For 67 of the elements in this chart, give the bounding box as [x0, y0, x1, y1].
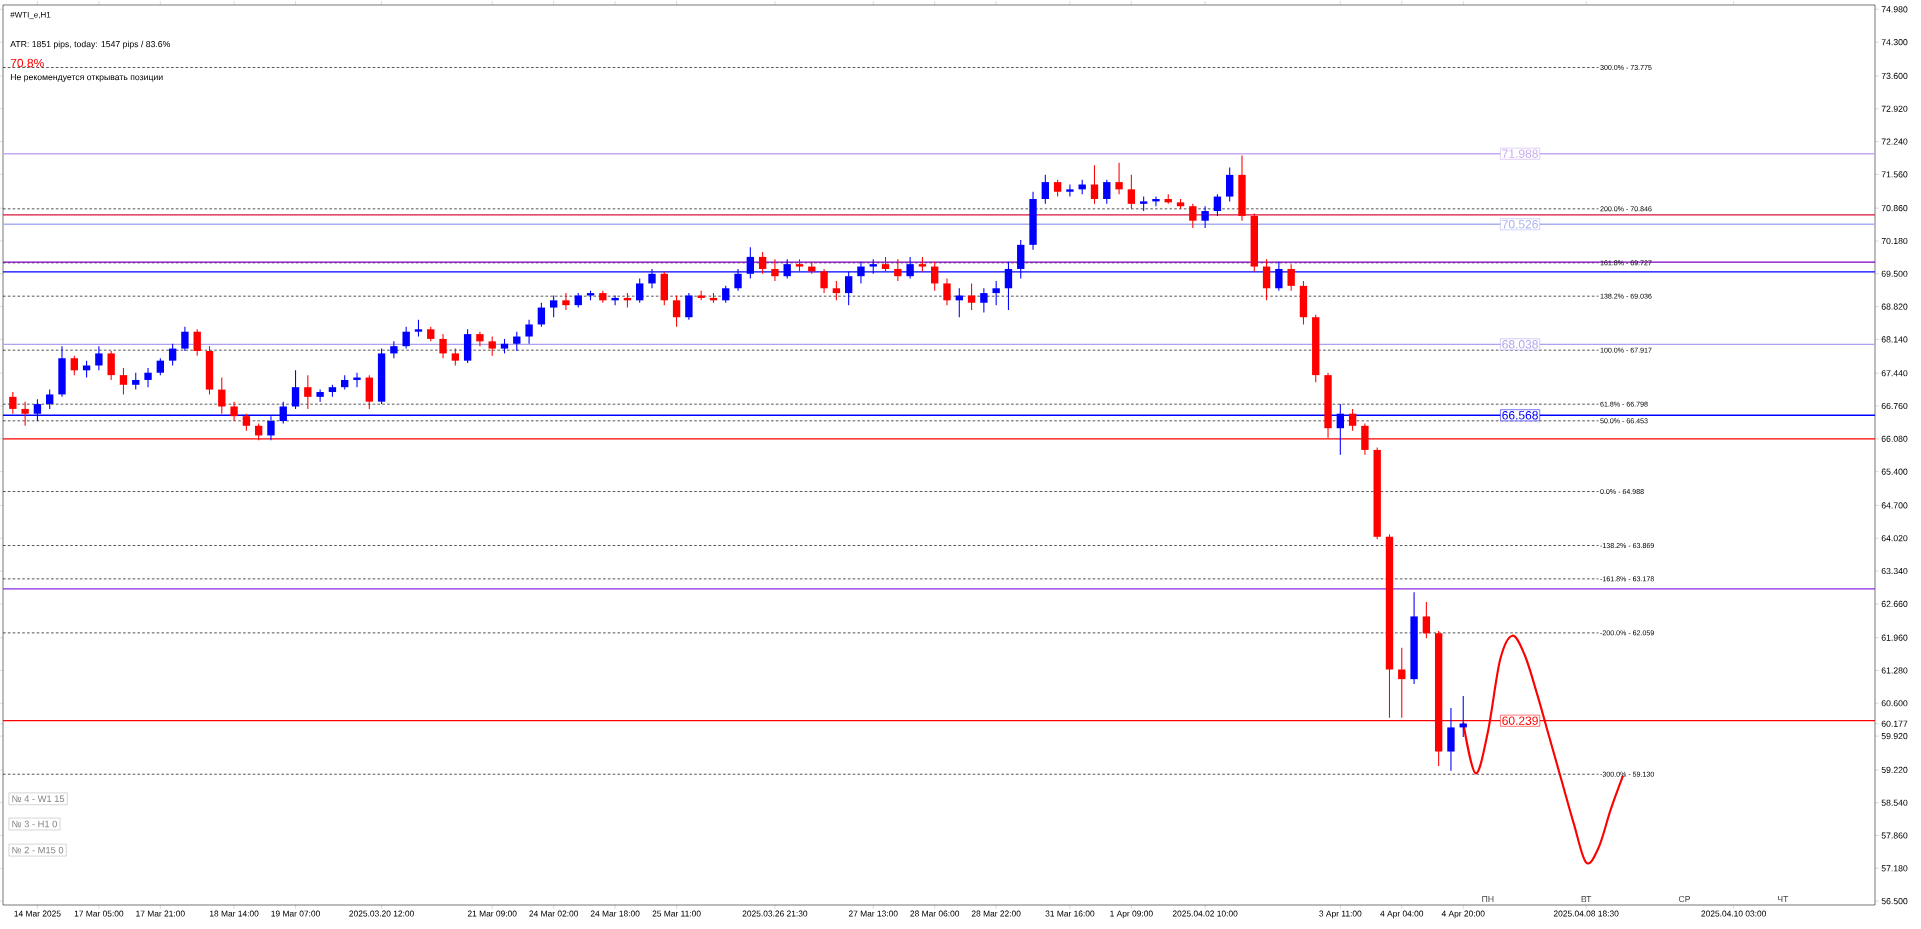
y-tick-label: 68.820 — [1881, 303, 1908, 310]
y-tick-label: 69.500 — [1881, 270, 1908, 277]
y-tick-label: 71.560 — [1881, 171, 1908, 178]
x-tick-label: 3 Apr 11:00 — [1319, 910, 1362, 919]
y-tick-label: 70.180 — [1881, 237, 1908, 245]
x-tick-label: 14 Mar 2025 — [14, 910, 61, 917]
x-tick-label: 17 Mar 21:00 — [136, 910, 185, 917]
ref-line-label: 70.526 — [1502, 220, 1538, 229]
annotation: № 2 - M15 0 — [12, 846, 64, 854]
y-tick-label: 74.300 — [1881, 39, 1908, 46]
annotation: #WTI_e,H1 — [10, 12, 51, 20]
y-tick-label: 72.240 — [1881, 138, 1908, 145]
x-tick-label: 1 Apr 09:00 — [1110, 910, 1153, 919]
x-tick-label: 2025.04.02 10:00 — [1172, 910, 1238, 917]
x-tick-label: 2025.03.20 12:00 — [349, 910, 414, 917]
y-tick-label: 60.177 — [1881, 720, 1908, 727]
ref-line-label: 66.568 — [1502, 411, 1538, 420]
y-tick-label: 57.860 — [1881, 832, 1908, 839]
x-tick-label: 4 Apr 20:00 — [1441, 910, 1485, 919]
y-tick-label: 65.400 — [1881, 468, 1908, 475]
y-tick-label: 57.180 — [1881, 865, 1908, 872]
y-tick-label: 70.860 — [1881, 205, 1908, 212]
annotation: Не рекомендуется открывать позиции — [10, 74, 163, 82]
x-tick-label: 24 Mar 02:00 — [529, 910, 579, 917]
x-tick-label: 24 Mar 18:00 — [590, 910, 640, 917]
x-tick-label: 2025.04.08 18:30 — [1553, 910, 1619, 917]
x-tick-label: 2025.03.26 21:30 — [742, 910, 808, 917]
y-tick-label: 66.080 — [1881, 435, 1908, 442]
annotation: ВТ — [1581, 896, 1592, 903]
y-tick-label: 74.980 — [1881, 6, 1908, 13]
x-tick-label: 4 Apr 04:00 — [1380, 910, 1424, 919]
ref-line-label: 68.038 — [1502, 340, 1538, 349]
y-tick-label: 61.280 — [1881, 667, 1908, 674]
y-tick-label: 56.500 — [1881, 898, 1908, 905]
x-tick-label: 18 Mar 14:00 — [209, 910, 259, 917]
annotation: ЧТ — [1777, 896, 1789, 903]
annotation: 70.8% — [10, 58, 44, 68]
x-tick-label: 31 Mar 16:00 — [1045, 910, 1095, 917]
x-tick-label: 25 Mar 11:00 — [652, 910, 701, 917]
x-tick-label: 27 Mar 13:00 — [848, 910, 898, 917]
annotation: ATR: 1851 pips, today: 1547 pips / 83.6% — [10, 40, 170, 49]
annotation: ПН — [1482, 896, 1494, 903]
x-tick-label: 28 Mar 06:00 — [910, 910, 960, 917]
y-tick-label: 66.760 — [1881, 402, 1908, 410]
y-tick-label: 64.020 — [1881, 535, 1908, 542]
y-tick-label: 59.220 — [1881, 766, 1908, 773]
ref-line-label: 60.239 — [1502, 716, 1538, 725]
x-tick-label: 17 Mar 05:00 — [74, 910, 124, 917]
y-tick-label: 64.700 — [1881, 502, 1908, 509]
annotation: № 4 - W1 15 — [12, 795, 65, 803]
y-tick-label: 58.540 — [1881, 799, 1908, 806]
y-tick-label: 59.920 — [1881, 733, 1908, 740]
x-tick-label: 19 Mar 07:00 — [271, 910, 320, 917]
x-tick-label: 2025.04.10 03:00 — [1701, 910, 1767, 917]
y-tick-label: 62.660 — [1881, 600, 1908, 607]
y-tick-label: 63.340 — [1881, 568, 1908, 575]
annotation: № 3 - H1 0 — [12, 820, 57, 828]
y-tick-label: 61.960 — [1881, 634, 1908, 641]
y-tick-label: 67.440 — [1881, 370, 1908, 377]
y-tick-label: 68.140 — [1881, 336, 1908, 343]
x-tick-label: 28 Mar 22:00 — [971, 910, 1021, 917]
y-tick-label: 73.600 — [1881, 72, 1908, 79]
y-tick-label: 72.920 — [1881, 105, 1908, 112]
x-tick-label: 21 Mar 09:00 — [467, 910, 517, 917]
annotation: СР — [1678, 895, 1691, 903]
ref-line-label: 71.988 — [1502, 149, 1538, 158]
y-tick-label: 60.600 — [1881, 700, 1908, 707]
